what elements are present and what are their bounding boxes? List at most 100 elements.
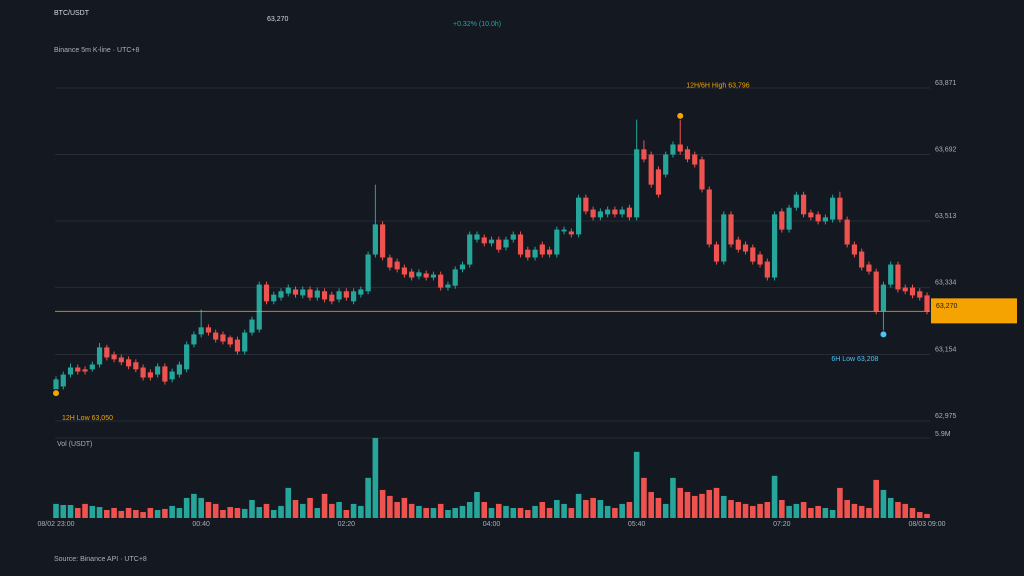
volume-bar [387,495,393,518]
candle-body [365,254,371,292]
volume-bar [343,510,350,518]
volume-tick-label: 5.9M [935,431,951,438]
candle-body [169,371,175,380]
volume-bar [735,502,742,518]
candle-body [626,207,633,218]
volume-bar [757,503,763,518]
volume-bar [517,507,524,518]
volume-bar [916,512,923,518]
candle-body [140,367,146,378]
candle-body [125,359,132,367]
candle-body [641,149,647,160]
volume-bar [234,507,241,518]
candle-body [53,379,59,390]
candle-body [467,234,473,265]
volume-bar [125,507,132,518]
candle-body [285,287,291,294]
candle-body [459,264,466,270]
y-tick-label: 63,513 [935,213,957,220]
candle-body [902,287,908,292]
candle-body [89,364,95,370]
volume-bar [53,503,59,518]
y-tick-label: 63,334 [935,279,957,286]
candle-body [234,339,241,352]
volume-bar [488,507,495,518]
volume-bar [74,507,81,518]
candle-body [655,169,662,195]
candle-body [750,247,756,262]
volume-bar [350,503,357,518]
volume-bar [554,499,560,518]
volume-bar [212,503,219,518]
candle-body [735,239,741,250]
volume-bar [481,502,488,518]
x-tick-label: 08/02 23:00 [38,521,75,528]
candle-body [851,244,858,255]
volume-bar [720,495,727,518]
candle-body [271,294,277,302]
candle-body [380,224,386,258]
volume-bar [822,507,829,518]
volume-bar [786,505,792,518]
volume-bar [263,503,270,518]
candle-body [496,239,502,250]
candle-body [307,289,313,298]
volume-bar [89,505,96,518]
volume-bar [691,495,698,518]
candle-body [227,337,233,345]
volume-bar [408,503,415,518]
volume-bar [299,503,306,518]
candle-body [888,264,894,285]
volume-bar [895,502,901,518]
candle-body [576,197,582,235]
volume-bar [191,493,197,518]
candle-body [670,144,676,155]
candle-body [256,284,262,330]
candle-body [438,274,444,288]
volume-bar [133,510,139,518]
volume-bar [713,487,720,518]
candle-body [350,291,357,302]
candle-body [663,154,669,175]
chart-title: BTC/USDT [54,10,90,17]
volume-bar [452,507,459,518]
candle-body [343,291,349,298]
volume-bar [880,489,887,518]
candle-body [844,219,850,245]
volume-bar [742,503,749,518]
extreme-marker [52,389,60,398]
volume-bar [270,510,277,518]
volume-bar [321,493,328,518]
volume-bar [459,505,466,518]
volume-bar [851,503,858,518]
volume-bar [633,451,640,518]
candle-body [394,261,400,270]
volume-bar [887,497,894,518]
candle-body [786,207,792,230]
volume-bar [394,502,400,518]
candle-body [648,154,654,185]
candle-body [546,249,553,255]
volume-bar [329,503,335,518]
candle-body [779,211,785,230]
volume-bar [365,477,371,518]
candle-body [880,284,887,312]
volume-bar [590,497,596,518]
volume-bar [612,507,618,518]
volume-bar [358,505,364,518]
candle-body [423,273,429,278]
candle-body [771,214,778,278]
volume-bar [503,505,509,518]
volume-bar [597,499,604,518]
volume-bar [379,489,386,518]
candle-body [242,332,248,352]
volume-bar [474,491,480,518]
volume-bar [183,497,190,518]
volume-bar [96,507,103,518]
candle-body [713,244,720,262]
candle-body [873,271,879,312]
volume-bar [510,507,517,518]
candle-body [481,237,487,244]
volume-bar [670,477,676,518]
